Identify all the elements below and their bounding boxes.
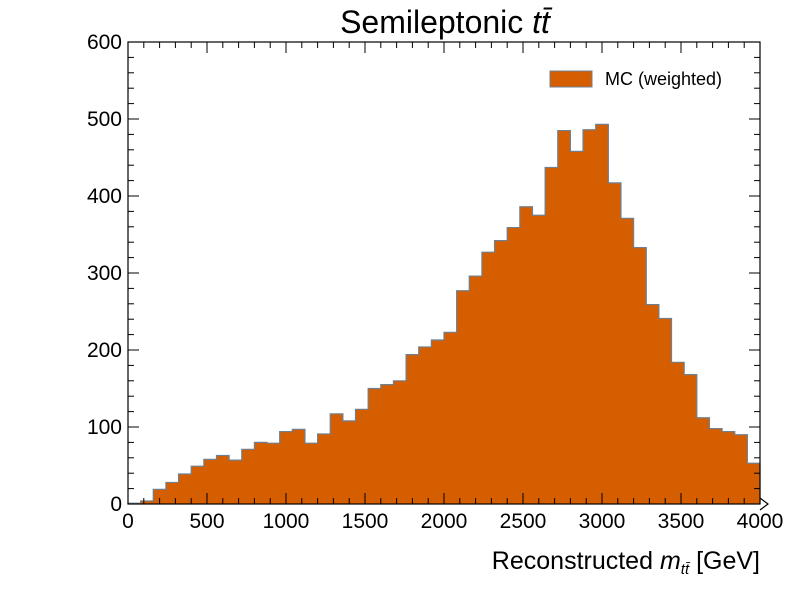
histogram-bar — [633, 247, 647, 504]
histogram-bar — [254, 442, 268, 504]
axis-tick-labels: 0 500 1000 1500 2000 2500 3000 3500 4000 0 100 200 3… — [87, 31, 783, 533]
histogram-bar — [494, 240, 508, 504]
histogram-bar — [507, 227, 521, 504]
x-tick-label: 2000 — [421, 510, 468, 533]
histogram-bar — [203, 459, 217, 504]
histogram-bar — [469, 276, 483, 504]
histogram-bar — [140, 500, 154, 504]
y-tick-label: 500 — [87, 108, 122, 131]
histogram-bar — [620, 218, 634, 504]
histogram-bar — [355, 409, 369, 504]
x-tick-label: 1500 — [342, 510, 389, 533]
histogram-bar — [241, 449, 255, 504]
histogram-bar — [481, 252, 495, 504]
legend: MC (weighted) — [549, 69, 722, 89]
histogram-bar — [709, 428, 723, 504]
histogram-bar — [608, 182, 622, 504]
histogram-bar — [393, 380, 407, 504]
histogram-bar — [342, 420, 356, 504]
histogram-bars — [128, 124, 761, 505]
histogram-bar — [444, 332, 458, 504]
histogram-bar — [418, 346, 432, 504]
histogram-bar — [532, 215, 546, 504]
histogram-bar — [406, 354, 420, 504]
x-tick-label: 500 — [189, 510, 224, 533]
x-tick-label: 3500 — [658, 510, 705, 533]
x-axis-end-arrow — [759, 497, 769, 511]
histogram-bar — [722, 431, 736, 504]
histogram-bar — [165, 482, 179, 504]
histogram-bar — [734, 434, 748, 504]
x-tick-label: 1000 — [263, 510, 310, 533]
y-tick-label: 0 — [110, 493, 122, 516]
y-tick-label: 300 — [87, 262, 122, 285]
histogram-bar — [671, 362, 685, 504]
y-tick-label: 600 — [87, 31, 122, 54]
histogram-bar — [595, 124, 609, 504]
histogram-bar — [216, 455, 230, 504]
histogram-bar — [658, 318, 672, 504]
y-tick-label: 400 — [87, 185, 122, 208]
histogram-bar — [380, 384, 394, 504]
histogram-bar — [368, 388, 382, 504]
histogram-bar — [229, 460, 243, 504]
histogram-bar — [684, 374, 698, 504]
histogram-bar — [557, 130, 571, 505]
histogram-bar — [317, 433, 331, 504]
histogram-bar — [570, 151, 584, 504]
histogram-bar — [330, 413, 344, 504]
x-tick-label: 2500 — [500, 510, 547, 533]
histogram-bar — [304, 443, 318, 504]
histogram-bar — [747, 463, 761, 504]
axis-ticks — [127, 41, 761, 505]
histogram-bar — [292, 429, 306, 504]
histogram-bar — [191, 466, 205, 504]
y-tick-label: 100 — [87, 416, 122, 439]
histogram-bar — [696, 417, 710, 504]
x-tick-label: 3000 — [579, 510, 626, 533]
histogram-bar — [545, 167, 559, 504]
histogram-bar — [178, 473, 192, 504]
legend-swatch — [549, 70, 593, 88]
x-tick-label: 4000 — [737, 510, 784, 533]
chart-title: Semileptonic tt̄ — [340, 4, 553, 40]
y-tick-label: 200 — [87, 339, 122, 362]
histogram-bar — [583, 129, 597, 504]
x-tick-label: 0 — [122, 510, 134, 533]
histogram-bar — [519, 206, 533, 504]
histogram-bar — [279, 431, 293, 504]
x-axis-label: Reconstructed mtt̄ [GeV] — [492, 547, 760, 578]
histogram-bar — [431, 339, 445, 504]
histogram-bar — [153, 489, 167, 504]
histogram-bar — [646, 304, 660, 504]
legend-label: MC (weighted) — [605, 69, 722, 89]
histogram-outline — [127, 123, 761, 504]
histogram-bar — [456, 290, 470, 504]
histogram-bar — [267, 443, 281, 504]
